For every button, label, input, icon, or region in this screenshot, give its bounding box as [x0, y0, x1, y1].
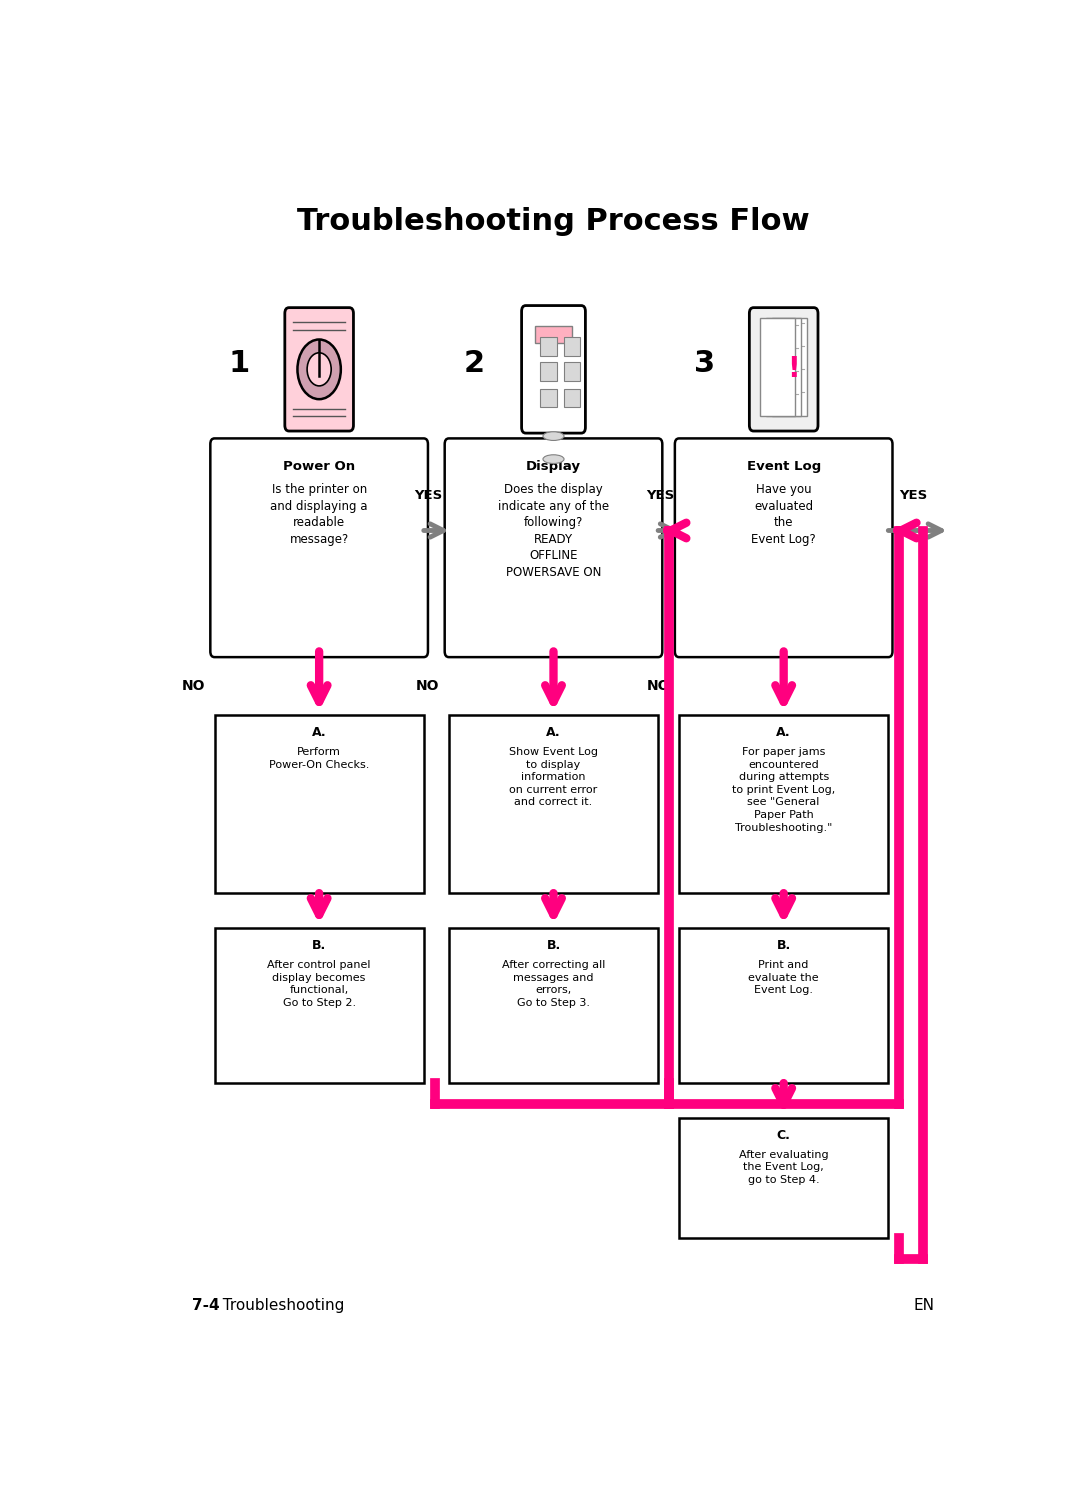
- FancyBboxPatch shape: [285, 308, 353, 431]
- Text: B.: B.: [312, 939, 326, 952]
- Text: A.: A.: [777, 727, 791, 739]
- Bar: [679, 927, 889, 1082]
- Text: !: !: [787, 356, 800, 383]
- Bar: [679, 715, 889, 893]
- Bar: [540, 389, 557, 407]
- Text: Does the display
indicate any of the
following?
READY
OFFLINE
POWERSAVE ON: Does the display indicate any of the fol…: [498, 483, 609, 579]
- Text: NO: NO: [646, 679, 670, 692]
- FancyBboxPatch shape: [445, 438, 662, 658]
- Bar: [215, 927, 423, 1082]
- Circle shape: [307, 353, 332, 386]
- Ellipse shape: [543, 432, 564, 441]
- Bar: [540, 336, 557, 356]
- Text: 2: 2: [463, 350, 485, 378]
- Text: YES: YES: [414, 489, 442, 502]
- Text: Event Log: Event Log: [746, 460, 821, 474]
- Text: Perform
Power-On Checks.: Perform Power-On Checks.: [269, 748, 369, 770]
- Text: B.: B.: [777, 939, 791, 952]
- Bar: [760, 317, 795, 416]
- Text: Have you
evaluated
the
Event Log?: Have you evaluated the Event Log?: [752, 483, 816, 546]
- Text: C.: C.: [777, 1129, 791, 1142]
- Bar: [564, 389, 580, 407]
- Text: Is the printer on
and displaying a
readable
message?: Is the printer on and displaying a reada…: [270, 483, 368, 546]
- FancyBboxPatch shape: [675, 438, 892, 658]
- Text: B.: B.: [546, 939, 561, 952]
- Text: Print and
evaluate the
Event Log.: Print and evaluate the Event Log.: [748, 960, 819, 996]
- Text: 3: 3: [693, 350, 715, 378]
- Text: A.: A.: [312, 727, 326, 739]
- Bar: [679, 1118, 889, 1238]
- Text: NO: NO: [416, 679, 440, 692]
- Bar: [766, 317, 801, 416]
- Bar: [772, 317, 807, 416]
- Text: After correcting all
messages and
errors,
Go to Step 3.: After correcting all messages and errors…: [502, 960, 605, 1008]
- Text: Display: Display: [526, 460, 581, 474]
- Bar: [540, 362, 557, 381]
- Text: EN: EN: [914, 1298, 934, 1313]
- Bar: [564, 362, 580, 381]
- Text: 7-4: 7-4: [192, 1298, 219, 1313]
- Bar: [449, 715, 658, 893]
- Text: Troubleshooting: Troubleshooting: [213, 1298, 345, 1313]
- Text: YES: YES: [900, 489, 928, 502]
- Text: NO: NO: [181, 679, 205, 692]
- Text: After control panel
display becomes
functional,
Go to Step 2.: After control panel display becomes func…: [268, 960, 370, 1008]
- Text: Troubleshooting Process Flow: Troubleshooting Process Flow: [297, 208, 810, 236]
- FancyBboxPatch shape: [522, 305, 585, 434]
- FancyBboxPatch shape: [750, 308, 818, 431]
- Text: 1: 1: [229, 350, 251, 378]
- Text: YES: YES: [646, 489, 674, 502]
- Text: A.: A.: [546, 727, 561, 739]
- Text: Show Event Log
to display
information
on current error
and correct it.: Show Event Log to display information on…: [509, 748, 598, 807]
- Text: For paper jams
encountered
during attempts
to print Event Log,
see "General
Pape: For paper jams encountered during attemp…: [732, 748, 835, 833]
- Text: After evaluating
the Event Log,
go to Step 4.: After evaluating the Event Log, go to St…: [739, 1150, 828, 1186]
- FancyBboxPatch shape: [211, 438, 428, 658]
- Ellipse shape: [543, 454, 564, 463]
- Bar: [564, 336, 580, 356]
- Bar: [535, 326, 572, 342]
- Circle shape: [297, 339, 341, 399]
- Bar: [449, 927, 658, 1082]
- Bar: [215, 715, 423, 893]
- Text: Power On: Power On: [283, 460, 355, 474]
